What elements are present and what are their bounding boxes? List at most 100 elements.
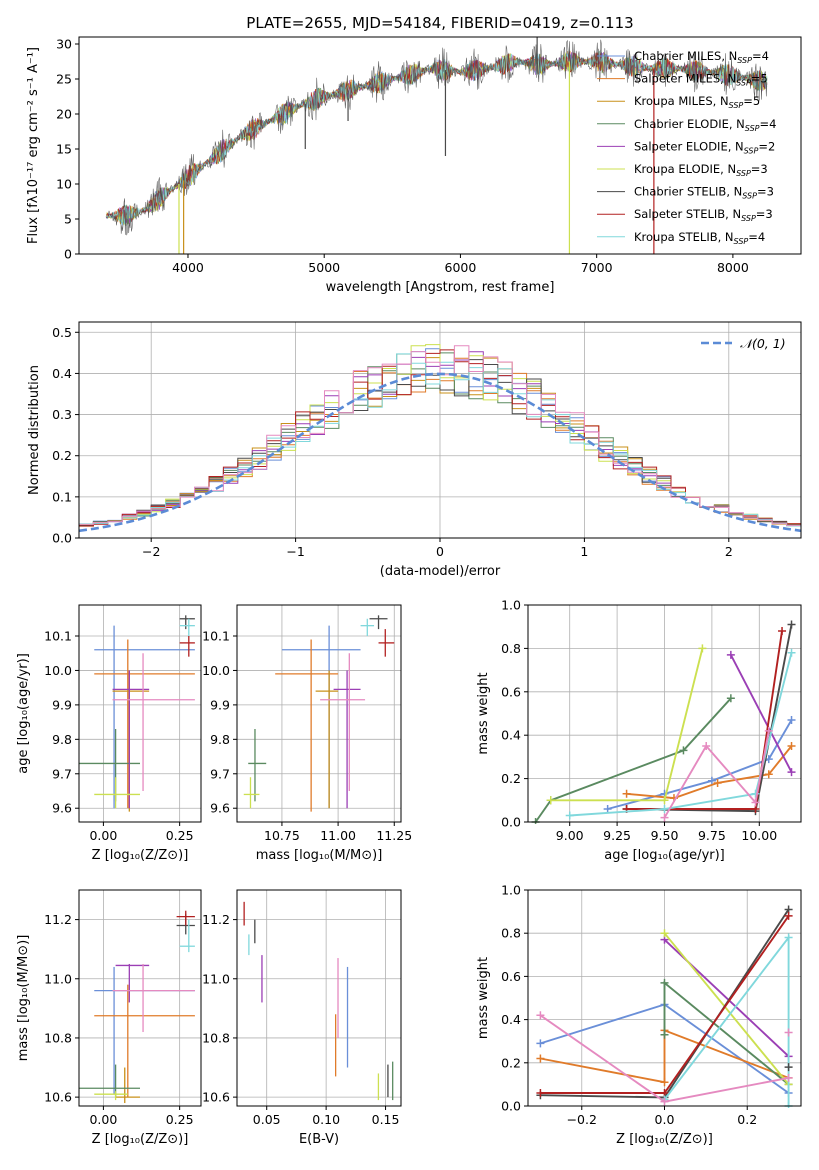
plus-marker — [660, 804, 669, 813]
x-tick-label: −0.2 — [567, 1112, 597, 1127]
plus-marker — [787, 742, 796, 751]
series-line-chabrier_elodie — [534, 697, 732, 823]
plus-marker — [784, 1073, 793, 1082]
x-tick-label: 0.2 — [737, 1112, 757, 1127]
legend-label: Kroupa STELIB, NSSP=4 — [634, 230, 765, 246]
y-tick-label: 25 — [56, 72, 72, 87]
residual-histograms — [79, 344, 801, 533]
y-tick-label: 0 — [64, 247, 72, 262]
y-tick-label: 9.9 — [52, 697, 72, 712]
x-axis-label: Z [log₁₀(Z/Z⊙)] — [616, 1132, 713, 1147]
y-tick-label: 9.8 — [210, 732, 230, 747]
spectrum-lines — [105, 37, 768, 254]
plus-marker — [764, 770, 773, 779]
mass_vs_Z-points — [79, 910, 195, 1104]
x-tick-label: 6000 — [445, 260, 477, 275]
x-axis-label: Z [log₁₀(Z/Z⊙)] — [92, 848, 189, 863]
plus-marker — [702, 742, 711, 751]
plus-marker — [536, 1089, 545, 1098]
legend-label: Kroupa MILES, NSSP=5 — [634, 94, 760, 110]
y-tick-label: 11.0 — [202, 971, 230, 986]
y-tick-label: 0.3 — [52, 407, 72, 422]
x-tick-label: 0 — [436, 544, 444, 559]
plus-marker — [726, 650, 735, 659]
y-tick-label: 0.0 — [52, 531, 72, 546]
y-tick-label: 0.4 — [501, 1012, 521, 1027]
x-tick-label: 4000 — [172, 260, 204, 275]
y-tick-label: 9.6 — [210, 801, 230, 816]
plus-marker — [660, 1097, 669, 1106]
gaussian-curve — [79, 372, 801, 533]
y-tick-label: 0.0 — [501, 1099, 521, 1114]
y-tick-label: 0.8 — [501, 926, 521, 941]
series-line-kroupa_elodie — [663, 932, 790, 1086]
x-tick-label: 7000 — [581, 260, 613, 275]
y-tick-label: 10.6 — [202, 1090, 230, 1105]
massweight_vs_age-series — [531, 620, 796, 824]
figure-title: PLATE=2655, MJD=54184, FIBERID=0419, z=0… — [246, 14, 633, 32]
x-tick-label: 0.05 — [253, 1112, 281, 1127]
plus-marker — [707, 776, 716, 785]
massweight_vs_Z-series — [536, 905, 793, 1108]
legend-label: Salpeter MILES, NSSP=5 — [634, 72, 768, 88]
x-tick-label: −2 — [142, 544, 160, 559]
y-tick-label: 0.4 — [52, 366, 72, 381]
x-tick-label: 0.00 — [89, 1112, 117, 1127]
x-tick-label: 1 — [580, 544, 588, 559]
series-line-kroupa_stelib — [569, 652, 793, 817]
plus-marker — [778, 627, 787, 636]
plus-marker — [784, 933, 793, 942]
axes-frame — [78, 889, 202, 1107]
y-tick-label: 9.6 — [52, 801, 72, 816]
y-tick-label: 11.0 — [44, 971, 72, 986]
x-tick-label: 9.00 — [556, 828, 584, 843]
plus-marker — [536, 1011, 545, 1020]
plus-marker — [698, 644, 707, 653]
axes-frame — [78, 36, 802, 255]
legend-label: Kroupa ELODIE, NSSP=3 — [634, 162, 768, 178]
x-tick-label: 0.25 — [166, 828, 194, 843]
y-tick-label: 0.2 — [52, 448, 72, 463]
y-tick-label: 10.1 — [202, 629, 230, 644]
plus-marker — [787, 648, 796, 657]
y-tick-label: 0.4 — [501, 728, 521, 743]
plus-marker — [784, 911, 793, 920]
spectrum-line-kroupa_stelib — [105, 51, 768, 225]
plus-marker — [784, 1028, 793, 1037]
y-axis-label: mass weight — [476, 957, 491, 1039]
y-axis-label: Normed distribution — [27, 365, 42, 495]
mass_vs_Z-panel: 0.00 0.25 10.6 10.8 11.0 11.2 Z [log₁₀(Z/Z⊙)] m… — [16, 889, 202, 1147]
y-tick-label: 0.8 — [501, 641, 521, 656]
y-axis-label: mass weight — [476, 672, 491, 754]
x-tick-label: 2 — [725, 544, 733, 559]
y-tick-label: 1.0 — [501, 883, 521, 898]
y-tick-label: 10.6 — [44, 1090, 72, 1105]
y-tick-label: 0.1 — [52, 489, 72, 504]
y-tick-label: 11.2 — [44, 912, 72, 927]
x-axis-label: (data-model)/error — [380, 564, 501, 579]
x-tick-label: 0.15 — [372, 1112, 400, 1127]
plus-marker — [536, 1039, 545, 1048]
y-tick-label: 0.5 — [52, 325, 72, 340]
y-tick-label: 0.2 — [501, 771, 521, 786]
axes-frame — [236, 889, 402, 1107]
plus-marker — [713, 778, 722, 787]
series-line-chabrier_stelib — [626, 624, 793, 813]
legend-label: Salpeter STELIB, NSSP=3 — [634, 207, 773, 223]
y-axis-label: Flux [fλ10⁻¹⁷ erg cm⁻² s⁻¹ A⁻¹] — [26, 47, 41, 244]
spectrum-panel: 4000 5000 6000 7000 8000 0 5 10 15 20 25 30 waveleng… — [26, 36, 802, 295]
legend-label: 𝒩(0, 1) — [740, 336, 786, 351]
spectrum-line-chabrier_stelib — [106, 39, 768, 236]
x-tick-label: 10.75 — [264, 828, 300, 843]
series-line-salpeter_miles — [540, 1029, 789, 1084]
y-tick-label: 5 — [64, 212, 72, 227]
x-tick-label: 0.00 — [89, 828, 117, 843]
legend-label: Chabrier ELODIE, NSSP=4 — [634, 117, 776, 133]
y-tick-label: 9.9 — [210, 697, 230, 712]
massweight_vs_Z-panel: −0.2 0.0 0.2 0.0 0.2 0.4 0.6 0.8 1.0 Z [log₁₀(Z/Z… — [476, 883, 802, 1147]
x-axis-label: age [log₁₀(age/yr)] — [604, 848, 725, 863]
plus-marker — [660, 813, 669, 822]
plus-marker — [660, 1078, 669, 1087]
plus-marker — [751, 789, 760, 798]
y-tick-label: 9.7 — [52, 766, 72, 781]
